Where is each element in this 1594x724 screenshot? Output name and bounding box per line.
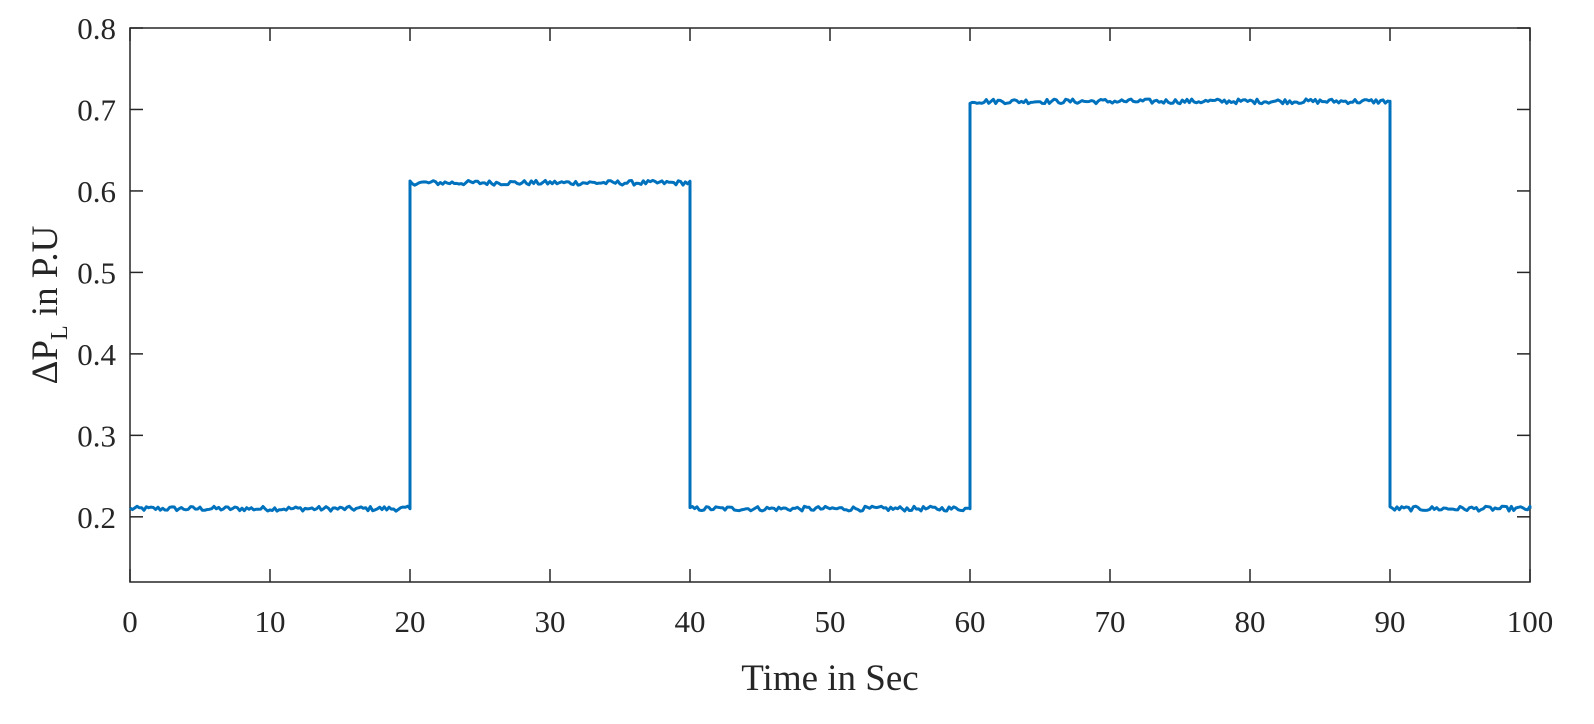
- x-tick-label: 60: [955, 604, 986, 639]
- y-axis-title-suffix: in P.U: [25, 226, 66, 326]
- x-tick-label: 20: [395, 604, 426, 639]
- x-tick-label: 30: [535, 604, 566, 639]
- y-tick-label: 0.4: [77, 337, 116, 372]
- y-tick-label: 0.7: [77, 92, 116, 127]
- y-axis-title-subscript: L: [47, 325, 73, 340]
- y-tick-label: 0.2: [77, 500, 116, 535]
- x-tick-label: 50: [815, 604, 846, 639]
- y-tick-label: 0.8: [77, 11, 116, 46]
- y-tick-label: 0.5: [77, 255, 116, 290]
- x-tick-label: 10: [255, 604, 286, 639]
- x-tick-label: 40: [675, 604, 706, 639]
- y-tick-label: 0.3: [77, 418, 116, 453]
- plot-area: [129, 27, 1532, 583]
- x-tick-label: 80: [1235, 604, 1266, 639]
- y-axis-title-prefix: ΔP: [25, 340, 66, 384]
- series-line: [129, 97, 1532, 513]
- x-tick-label: 90: [1375, 604, 1406, 639]
- x-axis: 0 10 20 30 40 50 60 70 80 90 100: [122, 28, 1553, 639]
- x-tick-label: 70: [1095, 604, 1126, 639]
- x-axis-title: Time in Sec: [741, 658, 918, 699]
- y-tick-label: 0.6: [77, 174, 116, 209]
- y-axis: 0.2 0.3 0.4 0.5 0.6 0.7 0.8: [77, 11, 1530, 535]
- x-tick-label: 0: [122, 604, 138, 639]
- plot-frame: [129, 27, 1531, 583]
- y-axis-title: ΔPL in P.U: [25, 226, 73, 385]
- x-tick-label: 100: [1507, 604, 1554, 639]
